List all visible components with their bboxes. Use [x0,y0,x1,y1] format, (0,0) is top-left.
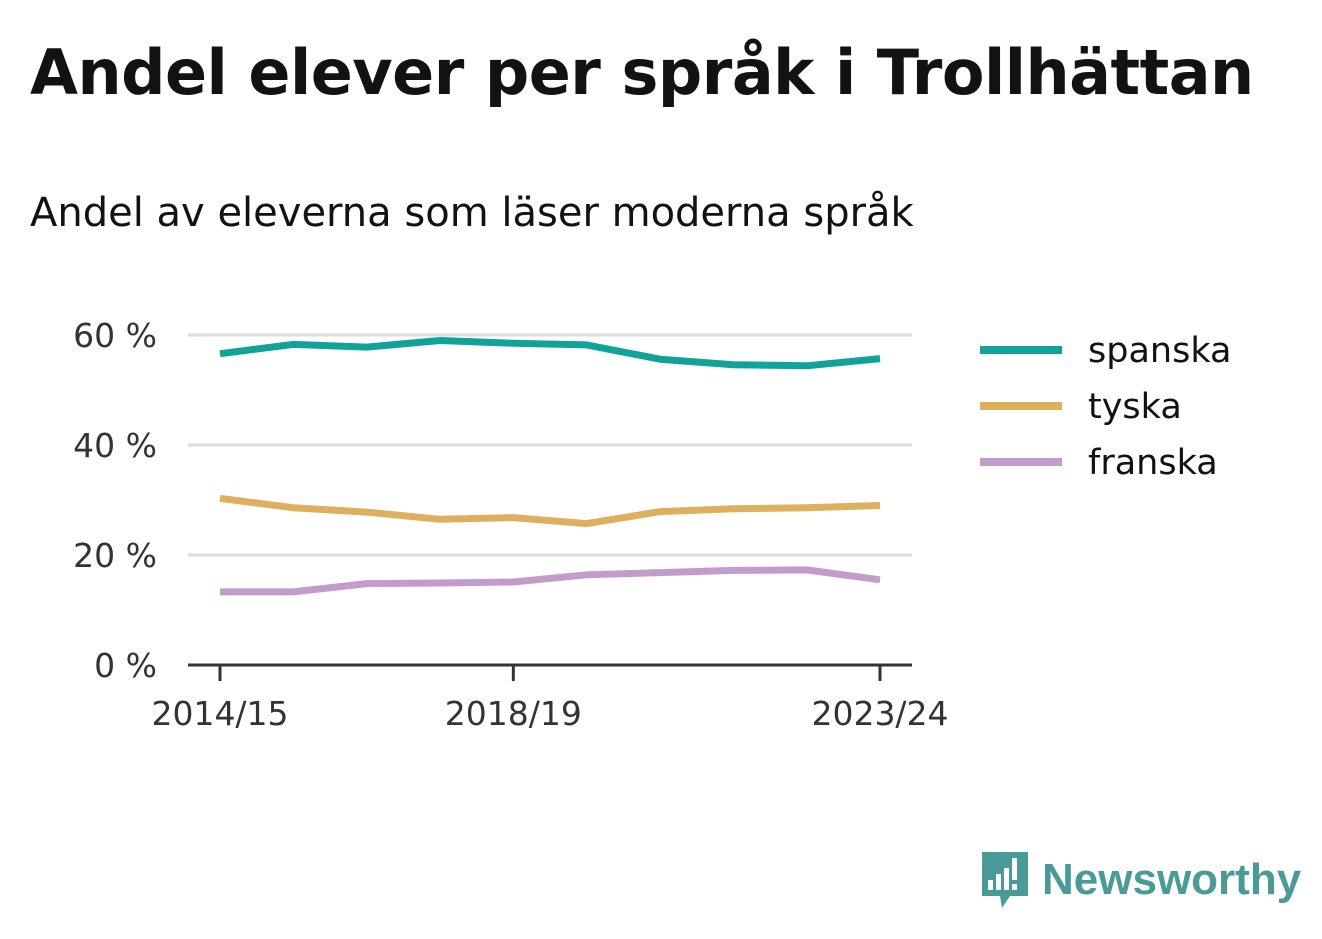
newsworthy-logo: Newsworthy [980,850,1301,910]
y-axis-ticks: 0 % 20 % 40 % 60 % [73,316,157,685]
series-line-franska [220,566,881,596]
chart-subtitle: Andel av eleverna som läser moderna språ… [30,190,914,236]
y-tick-label: 0 % [94,646,157,685]
legend-label-tyska: tyska [1088,387,1182,427]
x-tick-label: 2023/24 [811,694,948,733]
series-line-tyska [219,494,881,528]
series-lines [219,337,881,596]
y-tick-label: 40 % [73,426,157,465]
gridlines [188,333,912,557]
x-axis: 2014/15 2018/19 2023/24 [151,663,949,733]
y-tick-label: 20 % [73,536,157,575]
x-tick-label: 2018/19 [445,694,582,733]
legend: spanska tyska franska [980,331,1231,483]
legend-label-spanska: spanska [1088,331,1231,371]
y-tick-label: 60 % [73,316,157,355]
series-line-spanska [219,337,881,370]
chart-title: Andel elever per språk i Trollhättan [30,36,1254,109]
x-tick-label: 2014/15 [151,694,288,733]
legend-label-franska: franska [1088,443,1218,483]
newsworthy-logo-icon [982,852,1028,908]
brand-name: Newsworthy [1042,855,1302,904]
